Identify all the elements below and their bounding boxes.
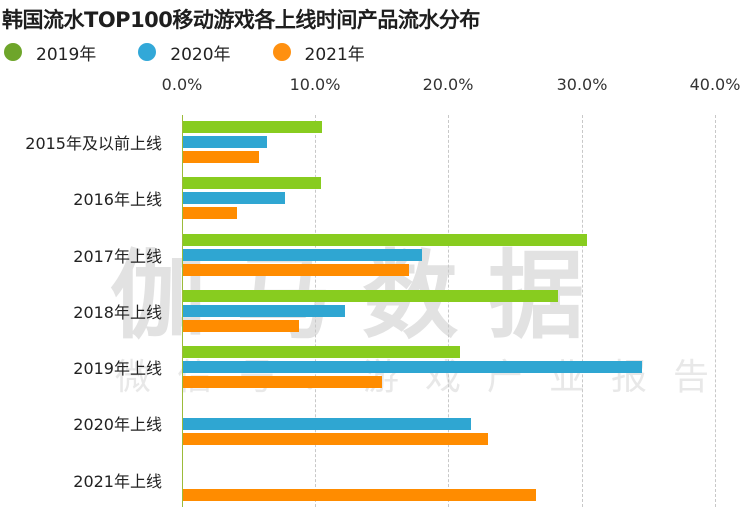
legend-label: 2020年 xyxy=(170,44,231,65)
x-tick-label: 40.0% xyxy=(689,75,741,94)
x-tick-label: 30.0% xyxy=(556,75,608,94)
bar-2021年 xyxy=(183,151,260,163)
bar-2021年 xyxy=(183,207,237,219)
legend-item-2021[interactable]: 2021年 xyxy=(272,40,365,65)
bar-2021年 xyxy=(183,433,489,445)
category-label: 2015年及以前上线 xyxy=(25,134,162,153)
category-label: 2021年上线 xyxy=(73,472,162,491)
bar-2020年 xyxy=(183,249,422,261)
legend: 2019年 2020年 2021年 xyxy=(4,40,407,65)
gridline xyxy=(715,115,716,507)
bar-2019年 xyxy=(183,177,321,189)
category-label: 2020年上线 xyxy=(73,415,162,434)
legend-label: 2021年 xyxy=(304,44,365,65)
category-label: 2016年上线 xyxy=(73,190,162,209)
category-label: 2019年上线 xyxy=(73,359,162,378)
gridline xyxy=(582,115,583,507)
bar-2019年 xyxy=(183,346,461,358)
x-tick-label: 10.0% xyxy=(289,75,341,94)
legend-dot-icon xyxy=(272,43,291,61)
legend-dot-icon xyxy=(4,43,22,61)
gridline xyxy=(448,115,449,507)
bar-2021年 xyxy=(183,264,409,276)
x-tick-label: 0.0% xyxy=(161,75,203,94)
bar-2020年 xyxy=(183,192,285,204)
category-label: 2017年上线 xyxy=(73,247,162,266)
legend-item-2020[interactable]: 2020年 xyxy=(138,40,231,65)
chart-title: 韩国流水TOP100移动游戏各上线时间产品流水分布 xyxy=(2,8,480,32)
legend-label: 2019年 xyxy=(36,44,97,65)
category-label: 2018年上线 xyxy=(73,303,162,322)
bar-2020年 xyxy=(183,418,472,430)
bar-2019年 xyxy=(183,121,322,133)
x-tick-label: 20.0% xyxy=(422,75,474,94)
bar-2021年 xyxy=(183,320,300,332)
y-axis-line xyxy=(182,115,183,507)
bar-2020年 xyxy=(183,361,642,373)
bar-2020年 xyxy=(183,136,268,148)
bar-2021年 xyxy=(183,489,537,501)
bar-2021年 xyxy=(183,376,382,388)
bar-2019年 xyxy=(183,234,588,246)
bar-2019年 xyxy=(183,290,558,302)
legend-item-2019[interactable]: 2019年 xyxy=(4,40,96,65)
legend-dot-icon xyxy=(138,43,157,61)
bar-2020年 xyxy=(183,305,345,317)
